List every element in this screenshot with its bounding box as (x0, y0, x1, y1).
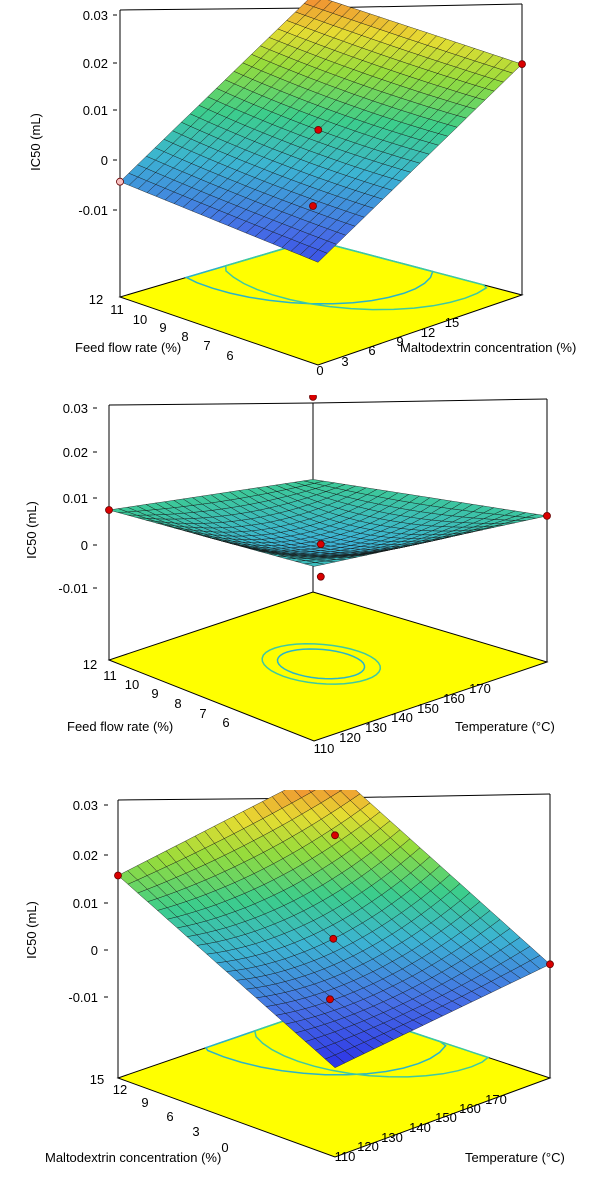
x-tick-label: 8 (174, 696, 181, 711)
design-point (116, 177, 124, 186)
x-tick-label: 15 (90, 1072, 104, 1087)
x-tick-label: 10 (125, 677, 139, 692)
x-tick-label: 0 (221, 1140, 228, 1155)
z-axis-label: IC50 (mL) (24, 901, 39, 959)
y-tick-label: 120 (339, 730, 361, 745)
z-axis-label: IC50 (mL) (24, 501, 39, 559)
z-tick-label: -0.01 (58, 581, 88, 596)
surface-cell (303, 0, 321, 7)
x-tick-label: 10 (133, 312, 147, 327)
design-point (309, 395, 317, 401)
x-tick-label: 9 (159, 320, 166, 335)
x-tick-label: 12 (113, 1082, 127, 1097)
design-point (326, 995, 334, 1004)
y-tick-label: 150 (417, 701, 439, 716)
y-tick-label: 6 (368, 343, 375, 358)
x-tick-label: 6 (222, 715, 229, 730)
y-tick-label: 3 (341, 354, 348, 369)
z-tick-label: 0.02 (83, 56, 108, 71)
z-tick-label: 0.01 (83, 103, 108, 118)
z-axis-label: IC50 (mL) (28, 113, 43, 171)
design-point (309, 202, 317, 210)
y-tick-label: 170 (485, 1092, 507, 1107)
contour-line (276, 648, 366, 680)
y-tick-label: 110 (335, 1149, 356, 1164)
x-tick-label: 9 (141, 1095, 148, 1110)
z-tick-label: 0.03 (63, 401, 88, 416)
x-tick-label: 7 (199, 706, 206, 721)
design-point (331, 831, 339, 840)
x-tick-label: 12 (83, 657, 97, 672)
x-axis-label: Feed flow rate (%) (67, 719, 173, 734)
z-tick-label: 0 (91, 943, 98, 958)
design-point (114, 871, 122, 880)
y-tick-label: 12 (421, 325, 435, 340)
z-tick-label: 0.03 (83, 8, 108, 23)
y-axis-label: Temperature (°C) (455, 719, 555, 734)
y-tick-label: 0 (316, 363, 323, 378)
surface-cell (308, 790, 316, 793)
contour-line (261, 643, 382, 685)
x-tick-label: 8 (181, 329, 188, 344)
design-point (316, 540, 325, 549)
z-tick-label: 0.01 (73, 896, 98, 911)
surface-cell (340, 790, 361, 801)
x-tick-label: 6 (226, 348, 233, 363)
design-point (329, 934, 338, 943)
design-point (543, 512, 551, 520)
y-axis-label: Temperature (°C) (465, 1150, 565, 1165)
y-tick-label: 160 (459, 1101, 481, 1116)
y-tick-label: 150 (435, 1110, 457, 1125)
y-tick-label: 130 (365, 720, 387, 735)
design-point (546, 960, 554, 969)
z-tick-label: -0.01 (68, 990, 98, 1005)
z-tick-label: 0 (101, 153, 108, 168)
frame-top-left-edge (119, 7, 314, 11)
contour-floor (107, 591, 549, 742)
y-tick-label: 170 (469, 681, 491, 696)
surface-cell (303, 479, 324, 484)
x-tick-label: 12 (89, 292, 103, 307)
y-tick-label: 110 (314, 741, 335, 756)
y-tick-label: 140 (409, 1120, 431, 1135)
z-tick-label: 0 (81, 538, 88, 553)
frame-top-right-edge (329, 793, 551, 799)
x-tick-label: 9 (151, 686, 158, 701)
frame-top-left-edge (108, 402, 314, 406)
y-tick-label: 140 (391, 710, 413, 725)
design-point (314, 125, 323, 134)
surface-mesh (108, 479, 548, 567)
z-tick-label: 0.03 (73, 798, 98, 813)
surface-mesh (117, 790, 551, 1068)
z-tick-label: -0.01 (78, 203, 108, 218)
x-tick-label: 3 (192, 1124, 199, 1139)
x-axis-label: Maltodextrin concentration (%) (45, 1150, 221, 1165)
surface-chart-temperature-vs-feed: 0.03 0.02 0.01 0 -0.01 12 11 10 9 8 7 6 110 120 130 140… (24, 395, 555, 756)
z-tick-label: 0.02 (73, 848, 98, 863)
design-point (518, 60, 526, 68)
x-tick-label: 11 (103, 668, 117, 683)
x-tick-label: 7 (203, 338, 210, 353)
design-point (105, 506, 113, 514)
surface-mesh (119, 0, 523, 263)
x-axis-label: Feed flow rate (%) (75, 340, 181, 355)
y-tick-label: 15 (445, 315, 459, 330)
x-tick-label: 11 (110, 302, 124, 317)
design-point (316, 572, 325, 581)
surface-chart-maltodextrin-vs-feed: 0.030.020.010-0.01121110987603691215Feed… (28, 0, 576, 378)
z-tick-label: 0.01 (63, 491, 88, 506)
surface-cell (339, 790, 343, 792)
y-tick-label: 160 (443, 691, 465, 706)
frame-top-right-edge (312, 398, 548, 404)
x-tick-label: 6 (166, 1109, 173, 1124)
z-tick-label: 0.02 (63, 445, 88, 460)
y-tick-label: 130 (381, 1130, 403, 1145)
y-tick-label: 120 (357, 1139, 379, 1154)
y-tick-label: 9 (396, 334, 403, 349)
contour-line (224, 239, 488, 311)
y-axis-label: Maltodextrin concentration (%) (400, 340, 576, 355)
